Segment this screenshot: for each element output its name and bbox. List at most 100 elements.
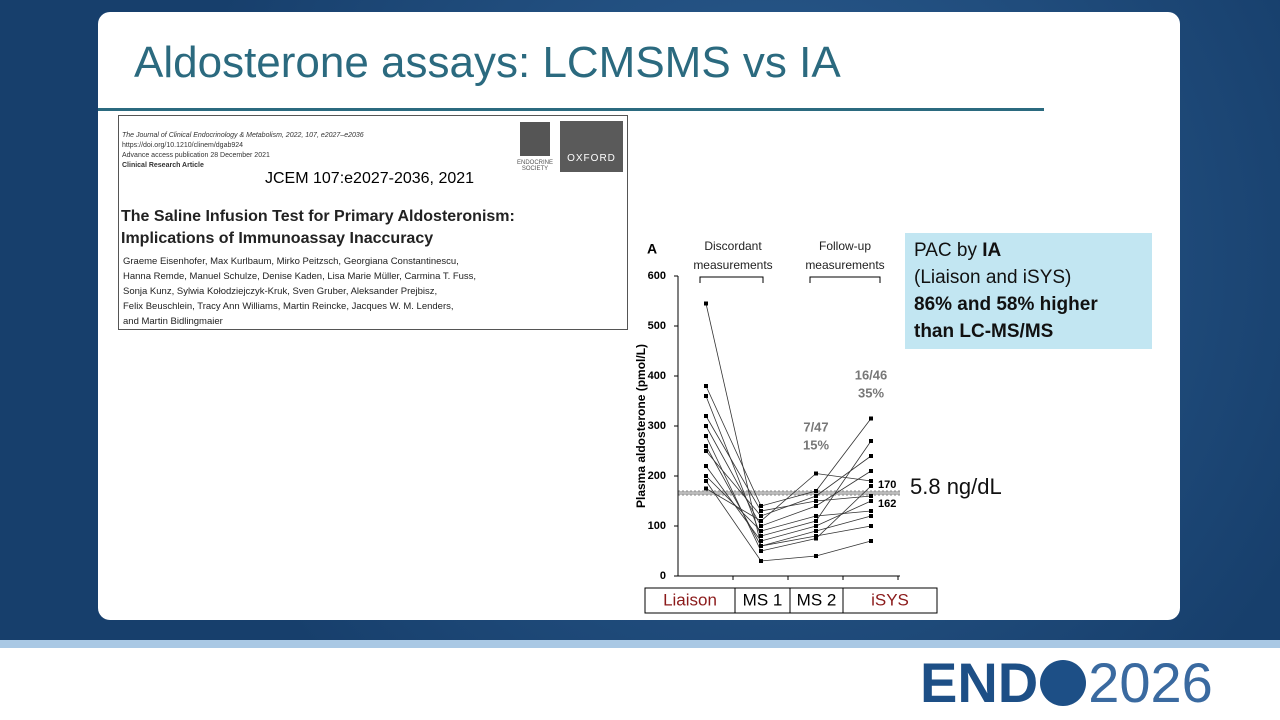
group-label-line: Follow-up xyxy=(819,239,871,253)
article-type: Clinical Research Article xyxy=(122,162,204,169)
series-line xyxy=(705,415,872,512)
point xyxy=(759,514,763,518)
point xyxy=(704,434,708,438)
citation-box xyxy=(118,115,628,330)
point xyxy=(869,509,873,513)
point xyxy=(814,529,818,533)
panel-label: A xyxy=(647,241,657,257)
point xyxy=(704,384,708,388)
publisher-box xyxy=(560,121,623,172)
point xyxy=(704,479,708,483)
y-axis-label: Plasma aldosterone (pmol/L) xyxy=(634,344,648,508)
point xyxy=(759,549,763,553)
point xyxy=(869,484,873,488)
journal: The Journal of Clinical Endocrinology & … xyxy=(122,132,364,139)
category-box xyxy=(734,587,791,614)
bracket xyxy=(699,276,764,283)
point xyxy=(869,494,873,498)
category-box xyxy=(644,587,736,614)
point xyxy=(814,489,818,493)
y-tick-label: 300 xyxy=(648,420,666,432)
point xyxy=(704,464,708,468)
point xyxy=(759,539,763,543)
title-rule xyxy=(98,108,1044,111)
callout-line: PAC by IA xyxy=(914,237,1143,264)
author-line: Felix Beuschlein, Tracy Ann Williams, Ma… xyxy=(123,301,454,312)
access: Advance access publication 28 December 2… xyxy=(122,152,270,159)
society-logo: ENDOCRINE SOCIETY xyxy=(516,160,553,172)
point xyxy=(704,394,708,398)
point xyxy=(814,514,818,518)
point xyxy=(814,471,818,476)
title-line: The Saline Infusion Test for Primary Ald… xyxy=(121,208,515,225)
point xyxy=(759,534,763,538)
callout-line: 86% and 58% higher xyxy=(914,294,1098,315)
reference-label: 162 xyxy=(878,498,896,510)
category-label: MS 1 xyxy=(743,590,783,609)
point xyxy=(759,529,763,533)
point xyxy=(704,424,708,428)
point xyxy=(759,544,763,548)
journal-info: The Journal of Clinical Endocrinology & … xyxy=(122,131,364,171)
authors: Graeme Eisenhofer, Max Kurlbaum, Mirko P… xyxy=(123,254,476,329)
author-line: Graeme Eisenhofer, Max Kurlbaum, Mirko P… xyxy=(123,256,459,267)
series-line xyxy=(705,473,872,522)
point xyxy=(704,414,708,418)
annotation: 7/47 xyxy=(803,419,828,434)
annotation: 16/46 xyxy=(855,367,888,382)
reference-band xyxy=(678,491,900,495)
series-line xyxy=(705,445,872,547)
point xyxy=(704,301,708,306)
author-line: and Martin Bidlingmaier xyxy=(123,316,223,327)
series-line xyxy=(705,395,872,537)
publisher-logo: OXFORD xyxy=(567,153,616,164)
series-line xyxy=(705,425,872,527)
logo: END 2026 xyxy=(920,650,1213,715)
group-label-line: measurements xyxy=(693,258,772,272)
logo-text: END xyxy=(920,651,1039,714)
callout-line: (Liaison and iSYS) xyxy=(914,267,1072,288)
y-tick-label: 0 xyxy=(660,570,666,582)
series-line xyxy=(705,303,872,547)
callout: PAC by IA (Liaison and iSYS) 86% and 58%… xyxy=(905,233,1152,349)
reference-label: 170 xyxy=(878,479,896,491)
text: IA xyxy=(982,240,1002,261)
group-label: Follow-up measurements xyxy=(805,239,884,272)
point xyxy=(869,454,873,458)
logo-year: 2026 xyxy=(1088,651,1213,714)
group-label-line: measurements xyxy=(805,258,884,272)
text: PAC by xyxy=(914,240,983,261)
point xyxy=(704,449,708,453)
point xyxy=(704,474,708,478)
point xyxy=(814,504,818,508)
series-line xyxy=(705,435,872,552)
category-box xyxy=(789,587,844,614)
point xyxy=(869,469,873,473)
point xyxy=(704,486,708,491)
point xyxy=(759,524,763,528)
point xyxy=(814,519,818,523)
threshold-label: 5.8 ng/dL xyxy=(910,474,1002,499)
annotation: 15% xyxy=(803,437,829,452)
series-line xyxy=(705,475,872,532)
reference: JCEM 107:e2027-2036, 2021 xyxy=(265,170,475,187)
point xyxy=(814,554,818,558)
point xyxy=(869,524,873,528)
point xyxy=(869,514,873,518)
y-tick-label: 400 xyxy=(648,370,666,382)
point xyxy=(814,534,818,538)
y-tick-label: 200 xyxy=(648,470,666,482)
category-label: Liaison xyxy=(663,590,717,609)
globe xyxy=(1040,660,1087,706)
point xyxy=(759,509,763,513)
y-tick-label: 500 xyxy=(648,320,666,332)
y-tick-label: 100 xyxy=(648,520,666,532)
point xyxy=(869,439,873,443)
doi: https://doi.org/10.1210/clinem/dgab924 xyxy=(122,142,244,149)
group-label-line: Discordant xyxy=(704,239,762,253)
group-label: Discordant measurements xyxy=(693,239,772,272)
annotation: 35% xyxy=(858,385,884,400)
y-tick-label: 600 xyxy=(648,270,666,282)
point xyxy=(869,479,873,483)
